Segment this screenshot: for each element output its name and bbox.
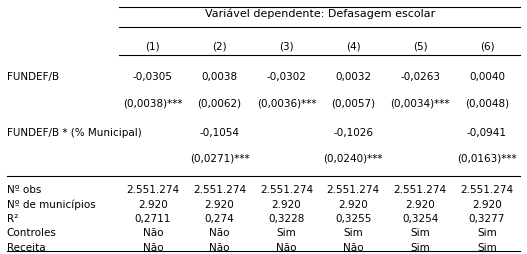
Text: (2): (2) bbox=[212, 41, 227, 51]
Text: 0,274: 0,274 bbox=[204, 214, 235, 224]
Text: (0,0062): (0,0062) bbox=[198, 99, 242, 109]
Text: 2.920: 2.920 bbox=[405, 200, 435, 210]
Text: Variável dependente: Defasagem escolar: Variável dependente: Defasagem escolar bbox=[204, 9, 435, 19]
Text: 0,0040: 0,0040 bbox=[469, 72, 505, 82]
Text: 2.920: 2.920 bbox=[138, 200, 168, 210]
Text: Não: Não bbox=[209, 243, 230, 253]
Text: -0,0305: -0,0305 bbox=[133, 72, 173, 82]
Text: 0,3228: 0,3228 bbox=[268, 214, 305, 224]
Text: Nº obs: Nº obs bbox=[7, 185, 41, 195]
Text: (4): (4) bbox=[346, 41, 360, 51]
Text: 0,3254: 0,3254 bbox=[402, 214, 438, 224]
Text: Não: Não bbox=[142, 228, 163, 239]
Text: (1): (1) bbox=[145, 41, 160, 51]
Text: Controles: Controles bbox=[7, 228, 56, 239]
Text: 2.920: 2.920 bbox=[472, 200, 502, 210]
Text: 2.551.274: 2.551.274 bbox=[193, 185, 246, 195]
Text: (0,0240)***: (0,0240)*** bbox=[324, 154, 383, 164]
Text: (0,0034)***: (0,0034)*** bbox=[391, 99, 450, 109]
Text: (5): (5) bbox=[413, 41, 427, 51]
Text: (6): (6) bbox=[480, 41, 494, 51]
Text: 0,2711: 0,2711 bbox=[134, 214, 171, 224]
Text: 2.551.274: 2.551.274 bbox=[327, 185, 380, 195]
Text: Não: Não bbox=[276, 243, 297, 253]
Text: 2.551.274: 2.551.274 bbox=[394, 185, 447, 195]
Text: Sim: Sim bbox=[277, 228, 296, 239]
Text: Receita: Receita bbox=[7, 243, 45, 253]
Text: R²: R² bbox=[7, 214, 18, 224]
Text: 2.551.274: 2.551.274 bbox=[461, 185, 513, 195]
Text: 0,0038: 0,0038 bbox=[201, 72, 238, 82]
Text: 2.920: 2.920 bbox=[271, 200, 301, 210]
Text: 2.551.274: 2.551.274 bbox=[126, 185, 179, 195]
Text: (0,0036)***: (0,0036)*** bbox=[257, 99, 316, 109]
Text: Não: Não bbox=[209, 228, 230, 239]
Text: Sim: Sim bbox=[344, 228, 363, 239]
Text: Sim: Sim bbox=[410, 228, 430, 239]
Text: (0,0038)***: (0,0038)*** bbox=[123, 99, 182, 109]
Text: -0,1054: -0,1054 bbox=[200, 128, 240, 137]
Text: Sim: Sim bbox=[477, 228, 497, 239]
Text: 0,0032: 0,0032 bbox=[335, 72, 372, 82]
Text: 0,3277: 0,3277 bbox=[469, 214, 505, 224]
Text: -0,1026: -0,1026 bbox=[333, 128, 373, 137]
Text: 2.551.274: 2.551.274 bbox=[260, 185, 313, 195]
Text: Sim: Sim bbox=[410, 243, 430, 253]
Text: 0,3255: 0,3255 bbox=[335, 214, 372, 224]
Text: Não: Não bbox=[142, 243, 163, 253]
Text: 2.920: 2.920 bbox=[338, 200, 368, 210]
Text: -0,0263: -0,0263 bbox=[400, 72, 440, 82]
Text: -0,0941: -0,0941 bbox=[467, 128, 507, 137]
Text: (0,0271)***: (0,0271)*** bbox=[190, 154, 249, 164]
Text: Nº de municípios: Nº de municípios bbox=[7, 200, 95, 210]
Text: Não: Não bbox=[343, 243, 364, 253]
Text: FUNDEF/B * (% Municipal): FUNDEF/B * (% Municipal) bbox=[7, 128, 141, 137]
Text: (3): (3) bbox=[279, 41, 294, 51]
Text: -0,0302: -0,0302 bbox=[267, 72, 306, 82]
Text: Sim: Sim bbox=[477, 243, 497, 253]
Text: (0,0057): (0,0057) bbox=[331, 99, 375, 109]
Text: (0,0163)***: (0,0163)*** bbox=[457, 154, 517, 164]
Text: FUNDEF/B: FUNDEF/B bbox=[7, 72, 58, 82]
Text: 2.920: 2.920 bbox=[204, 200, 235, 210]
Text: (0,0048): (0,0048) bbox=[465, 99, 509, 109]
